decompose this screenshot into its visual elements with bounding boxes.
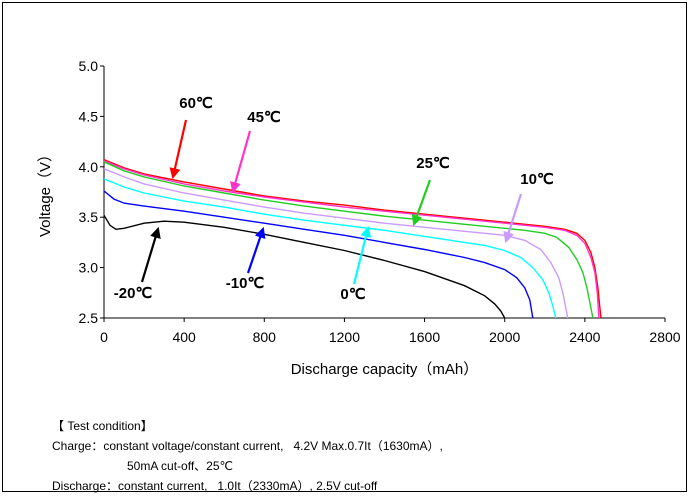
- annotation-arrow: [352, 225, 372, 285]
- charge-condition-line1: Charge：constant voltage/constant current…: [52, 439, 443, 453]
- annotation-label: 45℃: [247, 109, 281, 126]
- annotation-label: 0℃: [340, 286, 365, 303]
- y-tick-label: 4.5: [79, 108, 99, 124]
- test-condition-heading: 【 Test condition】: [52, 419, 153, 433]
- annotation-label: 25℃: [416, 155, 450, 172]
- series-line: [103, 190, 534, 319]
- series-line: [103, 214, 506, 319]
- annotation-arrow: [411, 179, 432, 227]
- series-line: [103, 178, 557, 319]
- series-line: [103, 161, 594, 319]
- x-tick-label: 2400: [569, 329, 600, 345]
- annotation-label: -10℃: [226, 275, 265, 292]
- discharge-condition-line: Discharge：constant current, 1.0It（2330mA…: [52, 479, 378, 493]
- series-line: [103, 168, 569, 319]
- x-tick-label: 1200: [329, 329, 360, 345]
- x-axis-label: Discharge capacity（mAh）: [291, 361, 479, 378]
- x-tick-label: 2000: [489, 329, 520, 345]
- y-tick-label: 3.0: [79, 260, 99, 276]
- y-axis-label: Voltage（V）: [37, 147, 54, 237]
- series-line: [103, 159, 602, 319]
- x-tick-label: 1600: [409, 329, 440, 345]
- y-tick-label: 5.0: [79, 58, 99, 74]
- annotation-arrow: [246, 226, 266, 274]
- y-tick-label: 2.5: [79, 310, 99, 326]
- x-tick-label: 800: [253, 329, 277, 345]
- figure-frame: [2, 2, 687, 492]
- charge-condition-line2: 50mA cut-off、25℃: [127, 459, 233, 473]
- annotation-label: 60℃: [179, 95, 213, 112]
- annotation-arrow: [230, 130, 252, 194]
- y-tick-label: 4.0: [79, 159, 99, 175]
- series-line: [103, 160, 600, 319]
- annotation-arrow: [140, 226, 161, 283]
- annotation-arrow: [503, 193, 523, 244]
- x-tick-label: 0: [100, 329, 108, 345]
- annotation-label: 10℃: [520, 171, 554, 188]
- x-tick-label: 400: [172, 329, 196, 345]
- x-tick-label: 2800: [649, 329, 680, 345]
- y-tick-label: 3.5: [79, 209, 99, 225]
- annotation-arrow: [169, 119, 188, 180]
- annotation-label: -20℃: [114, 285, 153, 302]
